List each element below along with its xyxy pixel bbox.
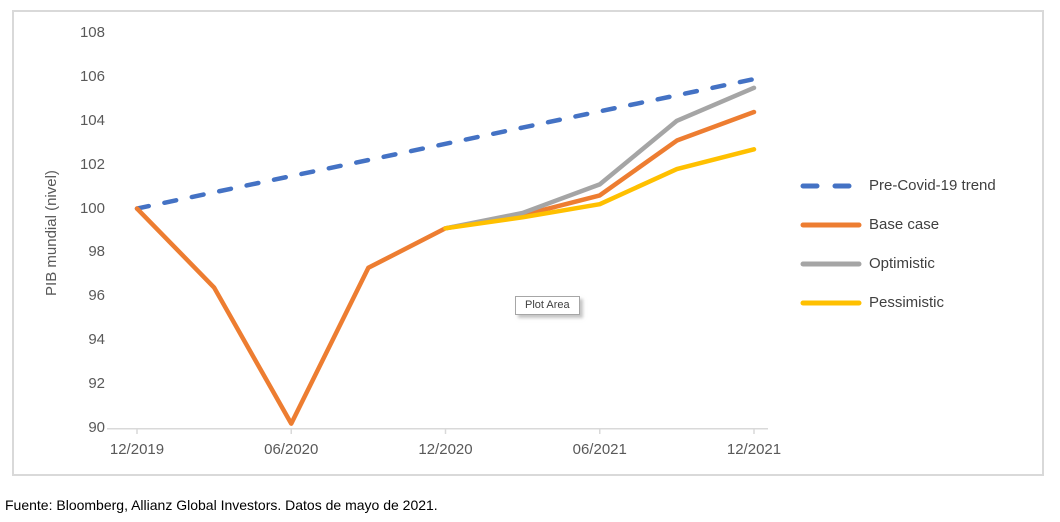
y-axis-tick-label: 92 [88,375,105,393]
y-axis-tick-label: 100 [79,199,105,217]
legend-swatch-pre-covid-19-trend [800,183,862,188]
y-axis-tick-label: 98 [88,243,105,261]
legend-swatch-optimistic [800,261,862,266]
y-axis-tick-label: 104 [79,111,105,129]
y-axis-tick-label: 102 [79,155,105,173]
legend-item-base-case[interactable]: Base case [800,205,1045,244]
y-axis-tick-label: 94 [88,331,105,349]
series-line-pessimistic[interactable] [443,147,757,231]
series-line-base-case[interactable] [134,109,757,426]
y-axis-tick-label: 108 [79,24,105,41]
x-axis-tick-label: 06/2020 [264,441,319,458]
series-line-optimistic[interactable] [443,85,757,231]
series-line-pre-covid-19-trend[interactable] [134,76,757,211]
source-note: Fuente: Bloomberg, Allianz Global Invest… [5,497,438,513]
legend-swatch-pessimistic [800,300,862,305]
legend-item-pessimistic[interactable]: Pessimistic [800,283,1045,322]
legend-label: Optimistic [869,255,935,272]
chart-frame[interactable] [12,10,1044,476]
legend-label: Pre-Covid-19 trend [869,177,996,194]
y-axis-tick-label: 106 [79,67,105,85]
x-axis-tick-label: 12/2019 [109,441,165,458]
legend-label: Base case [869,216,940,233]
chart-legend[interactable]: Pre-Covid-19 trend Base case Optimistic Pes… [800,166,1045,322]
legend-item-pre-covid-19-trend[interactable]: Pre-Covid-19 trend [800,166,1045,205]
x-axis-tick-label: 06/2021 [572,441,627,458]
y-axis-tick-label: 90 [88,419,105,436]
legend-item-optimistic[interactable]: Optimistic [800,244,1045,283]
legend-label: Pessimistic [869,294,945,311]
legend-swatch-base-case [800,222,862,227]
plot-area-tooltip: Plot Area [515,296,580,315]
x-axis-tick-label: 12/2021 [726,441,782,458]
x-axis-tick-label: 12/2020 [418,441,473,458]
y-axis-tick-label: 96 [88,287,105,305]
